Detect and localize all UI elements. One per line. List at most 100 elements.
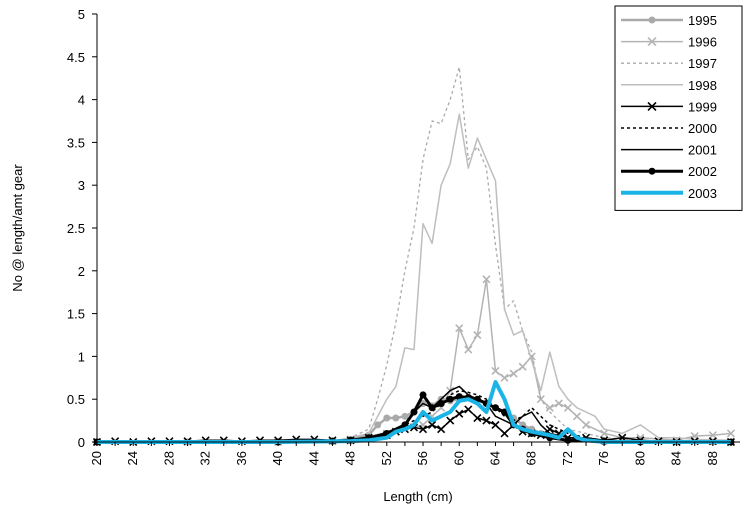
series-line-1998 <box>97 113 731 443</box>
y-tick-label: 4 <box>78 93 85 108</box>
data-point <box>464 345 473 354</box>
data-point <box>383 414 391 422</box>
series-line-1995 <box>97 396 731 444</box>
y-tick-label: 0 <box>78 435 85 450</box>
legend-label: 2000 <box>688 121 717 136</box>
data-point <box>455 409 464 418</box>
legend-label: 1998 <box>688 78 717 93</box>
data-point <box>554 399 563 408</box>
x-tick-label: 48 <box>343 451 358 465</box>
data-point <box>500 373 509 382</box>
data-point <box>374 421 382 429</box>
x-tick-label: 56 <box>415 451 430 465</box>
x-tick-label: 36 <box>234 451 249 465</box>
data-point <box>563 403 572 412</box>
data-point <box>437 425 446 434</box>
legend-marker <box>648 16 656 24</box>
y-tick-label: 3 <box>78 178 85 193</box>
legend-box <box>614 5 743 211</box>
x-tick-label: 40 <box>270 451 285 465</box>
legend-marker <box>647 101 657 111</box>
legend-marker <box>648 167 656 175</box>
x-tick-label: 32 <box>198 451 213 465</box>
x-axis-title: Length (cm) <box>383 489 452 504</box>
legend-item: 2001 <box>621 143 717 158</box>
x-tick-label: 52 <box>379 451 394 465</box>
legend-label: 2002 <box>688 164 717 179</box>
legend-label: 2003 <box>688 186 717 201</box>
data-point <box>482 416 491 425</box>
legend-label: 1995 <box>688 13 717 28</box>
data-point <box>418 425 428 434</box>
data-point <box>473 413 482 423</box>
legend-label: 1997 <box>688 56 717 71</box>
y-tick-label: 5 <box>78 7 85 22</box>
series-line-1996 <box>97 278 731 443</box>
series-line-2000 <box>97 389 731 443</box>
legend-item: 2002 <box>621 164 717 179</box>
x-tick-label: 60 <box>451 451 466 465</box>
data-point <box>455 393 463 401</box>
x-tick-label: 24 <box>125 451 140 465</box>
x-tick-label: 72 <box>560 451 575 465</box>
y-tick-label: 2 <box>78 264 85 279</box>
data-point <box>500 429 509 438</box>
legend: 1995 1996 1997 1998 1999 2000 2001 2002 2003 <box>614 5 743 211</box>
legend-item: 1999 <box>621 99 717 114</box>
x-tick-label: 28 <box>161 451 176 465</box>
series-2003 <box>97 380 731 444</box>
data-point <box>726 429 736 438</box>
data-point <box>410 408 418 416</box>
data-point <box>428 404 436 412</box>
y-tick-label: 4.5 <box>67 50 85 65</box>
data-point <box>401 412 409 420</box>
data-point <box>392 414 400 422</box>
data-point <box>581 420 591 429</box>
x-tick-label: 44 <box>306 451 321 465</box>
y-tick-label: 1.5 <box>67 307 85 322</box>
legend-item: 2003 <box>621 186 717 201</box>
legend-label: 1999 <box>688 99 717 114</box>
legend-item: 2000 <box>621 121 717 136</box>
data-point <box>446 416 455 425</box>
data-point <box>491 404 499 412</box>
data-point <box>473 330 482 340</box>
plot-series <box>92 66 736 447</box>
series-2000 <box>97 389 731 443</box>
data-point <box>437 399 445 407</box>
legend-item: 1996 <box>621 35 717 50</box>
legend-item: 1995 <box>621 13 717 28</box>
y-axis-title: No @ length/amt gear <box>10 164 25 292</box>
data-point <box>428 420 437 429</box>
y-tick-label: 1 <box>78 349 85 364</box>
series-1998 <box>97 113 731 443</box>
x-tick-label: 20 <box>89 451 104 465</box>
data-point <box>491 420 500 429</box>
data-point <box>446 395 454 403</box>
legend-marker <box>647 37 657 47</box>
y-tick-label: 3.5 <box>67 135 85 150</box>
series-line-2003 <box>97 380 731 444</box>
x-tick-label: 76 <box>596 451 611 465</box>
x-tick-label: 84 <box>669 451 684 465</box>
axes: 0 0.5 1 1.5 2 2.5 3 3.5 4 4.5 5 20 24 28 32 36 40 44 48 52 5… <box>67 7 740 465</box>
legend-label: 1996 <box>688 35 717 50</box>
data-point <box>708 431 717 440</box>
data-point <box>600 429 609 438</box>
x-tick-label: 80 <box>632 451 647 465</box>
data-point <box>501 408 509 416</box>
data-point <box>455 324 464 333</box>
data-point <box>419 391 427 399</box>
data-point <box>482 275 491 284</box>
x-tick-label: 64 <box>487 451 502 465</box>
data-point <box>545 403 554 412</box>
data-point <box>509 369 518 378</box>
data-point <box>518 362 527 371</box>
legend-label: 2001 <box>688 143 717 158</box>
x-tick-label: 68 <box>524 451 539 465</box>
y-tick-label: 2.5 <box>67 221 85 236</box>
y-tick-label: 0.5 <box>67 392 85 407</box>
data-point <box>572 412 582 421</box>
data-point <box>491 366 500 376</box>
